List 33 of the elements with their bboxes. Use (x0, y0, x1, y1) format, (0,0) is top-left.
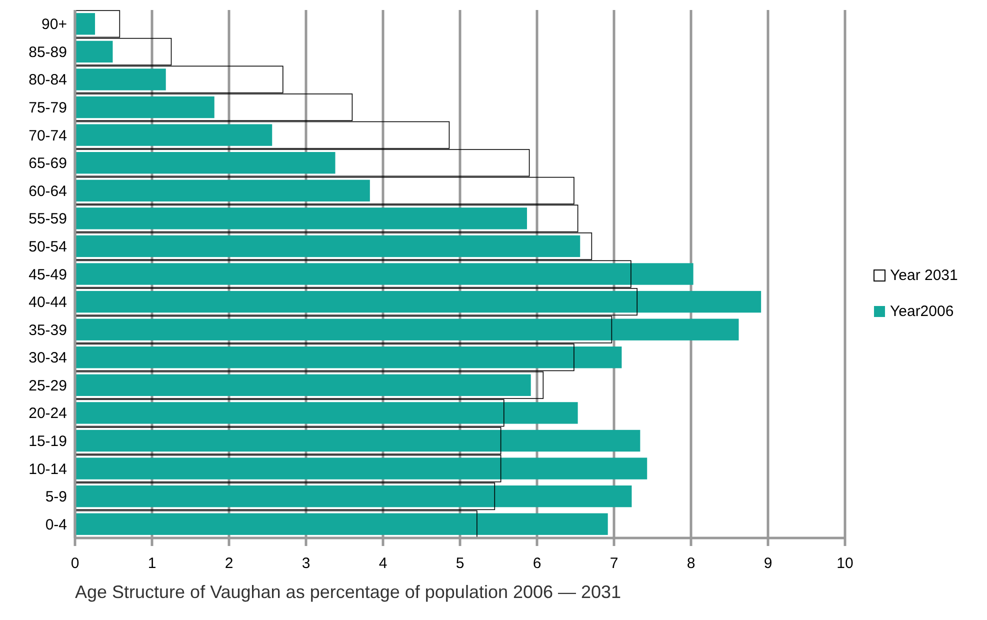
legend-label: Year2006 (890, 303, 954, 320)
y-tick-label: 70-74 (28, 127, 67, 144)
y-tick-label: 10-14 (28, 460, 67, 478)
y-tick-label: 80-84 (28, 72, 67, 89)
y-tick-label: 85-89 (28, 44, 67, 61)
x-tick-label: 5 (456, 555, 464, 572)
x-tick-label: 10 (836, 555, 854, 572)
x-tick-label: 3 (302, 555, 310, 572)
y-tick-label: 25-29 (28, 377, 67, 394)
y-tick-label: 90+ (42, 16, 68, 34)
y-tick-label: 55-59 (28, 210, 67, 228)
x-tick-label: 4 (378, 555, 388, 572)
y-tick-label: 75-79 (28, 100, 67, 117)
y-tick-label: 30-34 (28, 350, 67, 367)
y-tick-label: 35-39 (28, 322, 67, 339)
x-tick-label: 1 (148, 555, 156, 572)
y-tick-label: 40-44 (28, 294, 67, 312)
y-tick-label: 65-69 (28, 155, 67, 172)
x-tick-label: 0 (70, 555, 80, 572)
y-tick-label: 60-64 (28, 182, 67, 200)
x-tick-label: 2 (224, 555, 234, 572)
y-tick-label: 15-19 (28, 432, 67, 450)
x-tick-label: 7 (610, 555, 618, 572)
y-tick-label: 50-54 (28, 238, 67, 256)
x-tick-label: 6 (532, 555, 542, 572)
y-tick-label: 0-4 (45, 516, 67, 534)
y-tick-label: 20-24 (28, 405, 67, 422)
y-tick-label: 5-9 (45, 488, 67, 506)
x-tick-label: 9 (764, 555, 772, 572)
text: Age Structure of Vaughan as percentage of population 2006 — 2031 (75, 582, 622, 602)
legend-label: Year 2031 (890, 267, 958, 284)
y-tick-label: 45-49 (28, 266, 67, 284)
x-tick-label: 8 (686, 555, 696, 572)
